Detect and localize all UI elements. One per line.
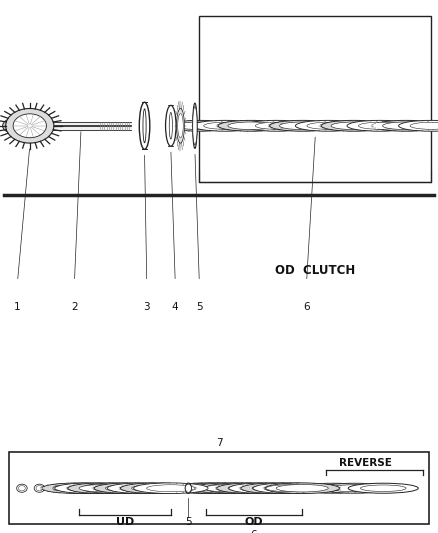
Ellipse shape: [253, 483, 328, 494]
Ellipse shape: [36, 486, 43, 491]
Text: 2: 2: [71, 302, 78, 312]
Text: 1: 1: [14, 302, 21, 312]
Ellipse shape: [81, 483, 155, 494]
Bar: [9, 453, 429, 524]
Ellipse shape: [266, 485, 314, 491]
Ellipse shape: [34, 484, 45, 492]
Ellipse shape: [13, 114, 46, 138]
Ellipse shape: [270, 120, 336, 131]
Ellipse shape: [204, 484, 256, 492]
Ellipse shape: [53, 484, 105, 492]
Ellipse shape: [178, 114, 183, 138]
Ellipse shape: [120, 485, 169, 491]
Text: REVERSE: REVERSE: [339, 457, 392, 467]
Ellipse shape: [358, 122, 401, 130]
Ellipse shape: [55, 483, 129, 494]
Text: UD: UD: [116, 518, 134, 527]
Ellipse shape: [134, 483, 208, 494]
Ellipse shape: [185, 483, 191, 494]
Ellipse shape: [68, 483, 142, 494]
Ellipse shape: [383, 122, 429, 130]
Ellipse shape: [180, 484, 232, 492]
Ellipse shape: [265, 483, 339, 494]
Ellipse shape: [192, 120, 258, 131]
Text: 6: 6: [251, 530, 258, 533]
Text: 6: 6: [303, 302, 310, 312]
Ellipse shape: [18, 486, 25, 491]
Ellipse shape: [307, 122, 350, 130]
Ellipse shape: [205, 483, 279, 494]
Ellipse shape: [298, 483, 368, 493]
Ellipse shape: [3, 119, 22, 133]
Ellipse shape: [17, 484, 27, 492]
Ellipse shape: [241, 483, 315, 494]
Ellipse shape: [360, 485, 406, 491]
Ellipse shape: [348, 483, 418, 493]
Ellipse shape: [193, 483, 267, 494]
Ellipse shape: [176, 122, 223, 130]
Text: 3: 3: [143, 302, 150, 312]
Ellipse shape: [107, 483, 182, 494]
Ellipse shape: [94, 485, 142, 491]
Ellipse shape: [42, 483, 116, 494]
Ellipse shape: [279, 122, 325, 130]
Bar: [199, 16, 431, 182]
Ellipse shape: [242, 485, 290, 491]
Ellipse shape: [131, 484, 184, 492]
Ellipse shape: [166, 106, 176, 146]
Ellipse shape: [331, 122, 377, 130]
Ellipse shape: [347, 120, 413, 131]
Ellipse shape: [228, 122, 274, 130]
Ellipse shape: [194, 485, 242, 491]
Text: 5: 5: [196, 302, 203, 312]
Ellipse shape: [6, 109, 54, 143]
Ellipse shape: [68, 485, 116, 491]
Ellipse shape: [320, 483, 390, 493]
Ellipse shape: [218, 485, 266, 491]
Ellipse shape: [252, 484, 304, 492]
Ellipse shape: [105, 484, 158, 492]
Ellipse shape: [180, 483, 255, 494]
Ellipse shape: [147, 485, 195, 491]
Ellipse shape: [204, 122, 247, 130]
Ellipse shape: [218, 120, 284, 131]
Ellipse shape: [321, 120, 387, 131]
Ellipse shape: [217, 483, 291, 494]
Ellipse shape: [255, 122, 298, 130]
Ellipse shape: [79, 484, 131, 492]
Ellipse shape: [295, 120, 361, 131]
Ellipse shape: [276, 484, 328, 492]
Ellipse shape: [193, 103, 197, 148]
Ellipse shape: [244, 120, 310, 131]
Ellipse shape: [410, 122, 438, 130]
Ellipse shape: [169, 483, 243, 494]
Ellipse shape: [229, 483, 303, 494]
Text: 5: 5: [185, 518, 192, 527]
Ellipse shape: [308, 484, 357, 492]
Text: OD  CLUTCH: OD CLUTCH: [275, 264, 356, 277]
Ellipse shape: [94, 483, 169, 494]
Text: 7: 7: [215, 438, 223, 448]
Ellipse shape: [373, 120, 438, 131]
Ellipse shape: [53, 486, 60, 491]
Ellipse shape: [193, 107, 197, 145]
Ellipse shape: [120, 483, 195, 494]
Ellipse shape: [169, 112, 173, 139]
Text: OD: OD: [245, 518, 263, 527]
Ellipse shape: [399, 120, 438, 131]
Ellipse shape: [228, 484, 280, 492]
Text: 4: 4: [172, 302, 179, 312]
Ellipse shape: [166, 120, 232, 131]
Ellipse shape: [139, 102, 150, 149]
Ellipse shape: [143, 109, 146, 143]
Ellipse shape: [330, 484, 379, 492]
Ellipse shape: [185, 484, 191, 492]
Ellipse shape: [177, 108, 184, 143]
Ellipse shape: [52, 484, 62, 492]
